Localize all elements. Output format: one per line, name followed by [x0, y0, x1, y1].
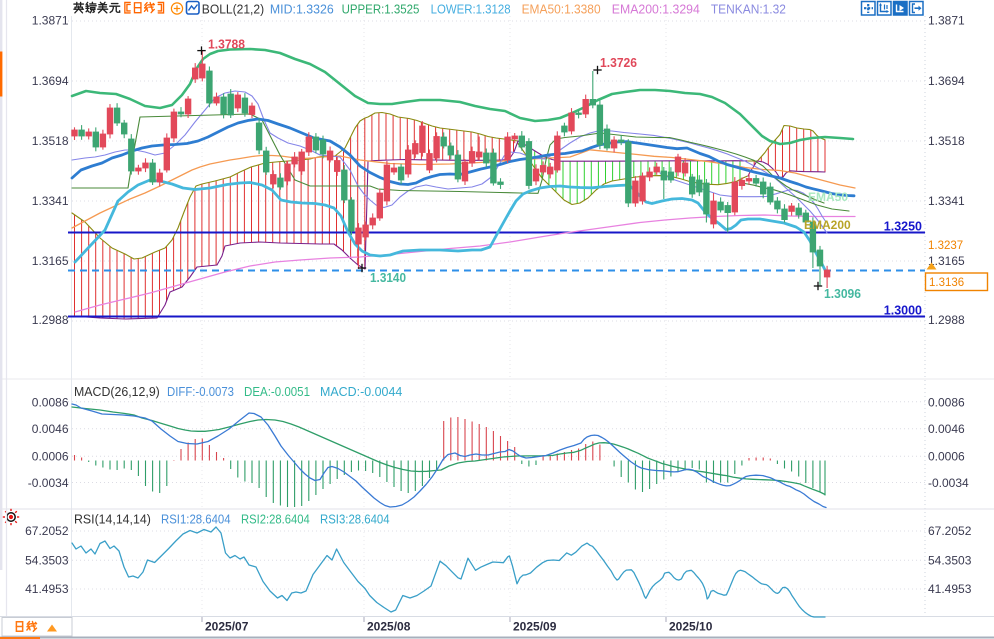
svg-text:2025/07: 2025/07	[205, 620, 249, 634]
svg-text:1.3518: 1.3518	[32, 134, 69, 148]
svg-text:1.3726: 1.3726	[600, 56, 637, 70]
svg-text:EMA50: EMA50	[808, 190, 848, 204]
svg-text:MACD:-0.0044: MACD:-0.0044	[320, 384, 402, 399]
svg-text:RSI1:28.6404: RSI1:28.6404	[161, 512, 231, 527]
svg-text:RSI2:28.6404: RSI2:28.6404	[241, 512, 310, 527]
svg-text:DEA:-0.0051: DEA:-0.0051	[244, 384, 310, 399]
svg-text:-0.0034: -0.0034	[928, 476, 969, 490]
svg-text:67.2052: 67.2052	[25, 524, 69, 538]
svg-text:-0.0034: -0.0034	[28, 476, 69, 490]
svg-text:1.3694: 1.3694	[32, 74, 69, 88]
svg-text:RSI3:28.6404: RSI3:28.6404	[320, 512, 390, 527]
svg-text:1.3000: 1.3000	[884, 304, 922, 318]
svg-text:0.0046: 0.0046	[32, 422, 69, 436]
svg-text:1.3341: 1.3341	[928, 194, 965, 208]
svg-text:1.3096: 1.3096	[824, 287, 861, 301]
svg-text:RSI(14,14,14): RSI(14,14,14)	[74, 512, 151, 527]
svg-text:1.3871: 1.3871	[32, 14, 69, 28]
svg-text:1.3165: 1.3165	[928, 254, 965, 268]
svg-text:1.3237: 1.3237	[928, 240, 963, 252]
svg-text:0.0006: 0.0006	[928, 450, 965, 464]
svg-text:1.3871: 1.3871	[928, 14, 965, 28]
svg-text:1.3341: 1.3341	[32, 194, 69, 208]
svg-text:1.2988: 1.2988	[32, 313, 69, 327]
svg-text:MID:1.3326: MID:1.3326	[270, 1, 334, 16]
svg-text:BOLL(21,2): BOLL(21,2)	[202, 1, 264, 16]
svg-text:DIFF:-0.0073: DIFF:-0.0073	[167, 384, 234, 399]
svg-text:2025/08: 2025/08	[367, 620, 411, 634]
svg-text:54.3503: 54.3503	[928, 554, 972, 568]
svg-text:0.0046: 0.0046	[928, 422, 965, 436]
svg-text:1.3250: 1.3250	[884, 220, 922, 234]
svg-text:1.3518: 1.3518	[928, 134, 965, 148]
svg-text:1.3136: 1.3136	[929, 277, 964, 289]
svg-text:54.3503: 54.3503	[25, 554, 69, 568]
svg-text:UPPER:1.3525: UPPER:1.3525	[342, 1, 420, 16]
svg-text:EMA200: EMA200	[804, 218, 851, 232]
svg-text:EMA50:1.3380: EMA50:1.3380	[522, 1, 601, 16]
svg-text:2025/10: 2025/10	[669, 620, 713, 634]
svg-text:MACD(26,12,9): MACD(26,12,9)	[74, 384, 160, 399]
svg-text:1.3140: 1.3140	[370, 271, 406, 285]
svg-text:67.2052: 67.2052	[928, 524, 972, 538]
svg-text:41.4953: 41.4953	[25, 582, 69, 596]
svg-text:1.2988: 1.2988	[928, 313, 965, 327]
svg-text:1.3788: 1.3788	[208, 38, 245, 52]
svg-text:2025/09: 2025/09	[513, 620, 557, 634]
svg-text:0.0086: 0.0086	[928, 396, 965, 410]
svg-text:1.3694: 1.3694	[928, 74, 965, 88]
svg-text:0.0006: 0.0006	[32, 450, 69, 464]
svg-text:LOWER:1.3128: LOWER:1.3128	[431, 1, 511, 16]
svg-text:1.3165: 1.3165	[32, 254, 69, 268]
svg-text:0.0086: 0.0086	[32, 396, 69, 410]
svg-text:EMA200:1.3294: EMA200:1.3294	[612, 1, 700, 16]
svg-text:TENKAN:1.32: TENKAN:1.32	[711, 1, 786, 16]
svg-text:41.4953: 41.4953	[928, 582, 972, 596]
